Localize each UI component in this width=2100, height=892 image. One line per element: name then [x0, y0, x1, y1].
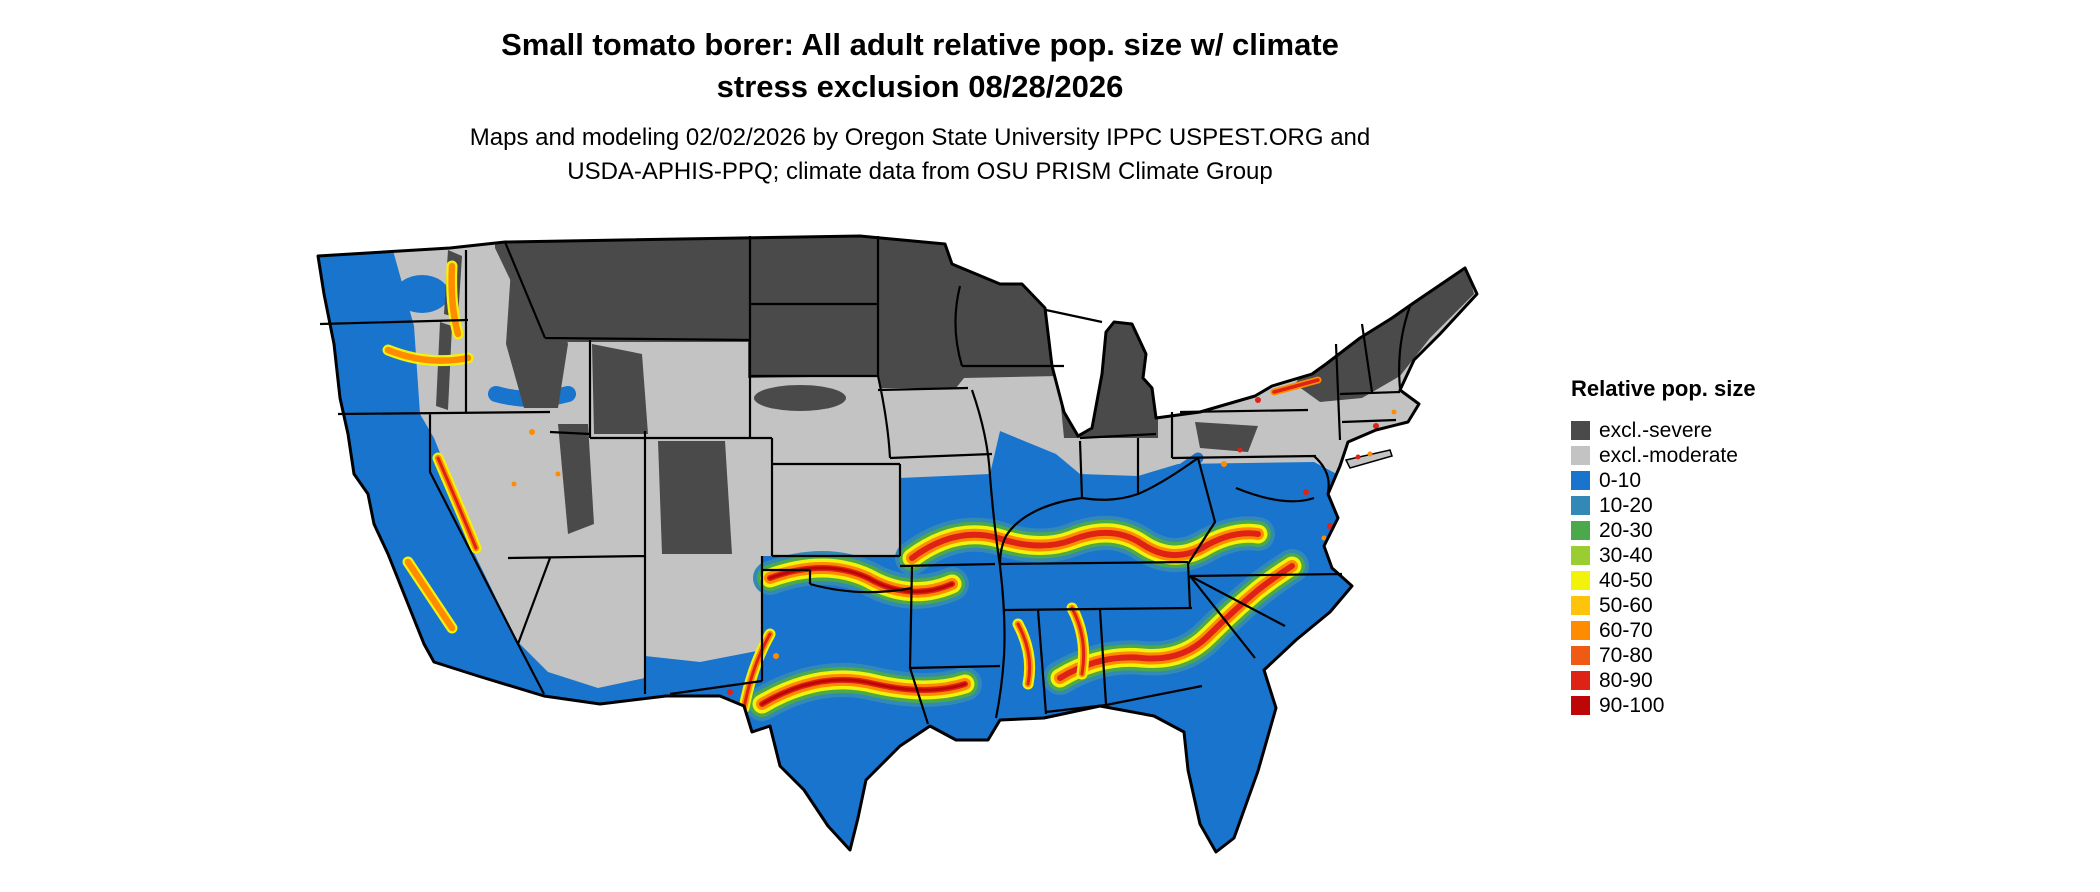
page-title-line1: Small tomato borer: All adult relative p…: [501, 27, 1339, 62]
legend-swatch: [1571, 421, 1590, 440]
legend-swatch: [1571, 596, 1590, 615]
legend-item-label: 40-50: [1599, 569, 1653, 592]
legend-swatch: [1571, 471, 1590, 490]
us-outline: [316, 234, 1479, 854]
legend-item: 10-20: [1571, 493, 1756, 518]
credits: Maps and modeling 02/02/2026 by Oregon S…: [0, 121, 1840, 189]
legend-item: 50-60: [1571, 593, 1756, 618]
legend-item: excl.-moderate: [1571, 443, 1756, 468]
legend-item-label: 70-80: [1599, 644, 1653, 667]
page-title: Small tomato borer: All adult relative p…: [0, 24, 1840, 108]
legend-title: Relative pop. size: [1571, 376, 1756, 401]
legend-item-label: excl.-severe: [1599, 419, 1713, 442]
legend-item: 40-50: [1571, 568, 1756, 593]
legend-item: 20-30: [1571, 518, 1756, 543]
conus-map: [316, 234, 1479, 854]
legend-item-label: 20-30: [1599, 519, 1653, 542]
legend-item: 30-40: [1571, 543, 1756, 568]
credits-line1: Maps and modeling 02/02/2026 by Oregon S…: [469, 124, 1371, 151]
legend-item-label: 90-100: [1599, 694, 1665, 717]
long-island: [1344, 449, 1393, 469]
legend-swatch: [1571, 646, 1590, 665]
legend-items: excl.-severe excl.-moderate 0-10 10-20 2…: [1571, 418, 1756, 718]
legend-swatch: [1571, 671, 1590, 690]
legend-item-label: 0-10: [1599, 469, 1642, 492]
page-title-line2: stress exclusion 08/28/2026: [716, 69, 1124, 104]
legend-swatch: [1571, 571, 1590, 590]
legend: Relative pop. size excl.-severe excl.-mo…: [1571, 378, 1756, 718]
hot-spots: [511, 397, 1397, 695]
legend-swatch: [1571, 446, 1590, 465]
legend-item-label: excl.-moderate: [1599, 444, 1738, 467]
legend-swatch: [1571, 696, 1590, 715]
legend-item: 0-10: [1571, 468, 1756, 493]
legend-item-label: 30-40: [1599, 544, 1653, 567]
legend-swatch: [1571, 546, 1590, 565]
legend-item: 60-70: [1571, 618, 1756, 643]
legend-swatch: [1571, 521, 1590, 540]
legend-item: 70-80: [1571, 643, 1756, 668]
legend-item: 90-100: [1571, 693, 1756, 718]
legend-item-label: 80-90: [1599, 669, 1653, 692]
legend-swatch: [1571, 496, 1590, 515]
legend-item: excl.-severe: [1571, 418, 1756, 443]
legend-item-label: 60-70: [1599, 619, 1653, 642]
credits-line2: USDA-APHIS-PPQ; climate data from OSU PR…: [567, 158, 1273, 185]
legend-swatch: [1571, 621, 1590, 640]
legend-item-label: 10-20: [1599, 494, 1653, 517]
legend-item-label: 50-60: [1599, 594, 1653, 617]
legend-item: 80-90: [1571, 668, 1756, 693]
